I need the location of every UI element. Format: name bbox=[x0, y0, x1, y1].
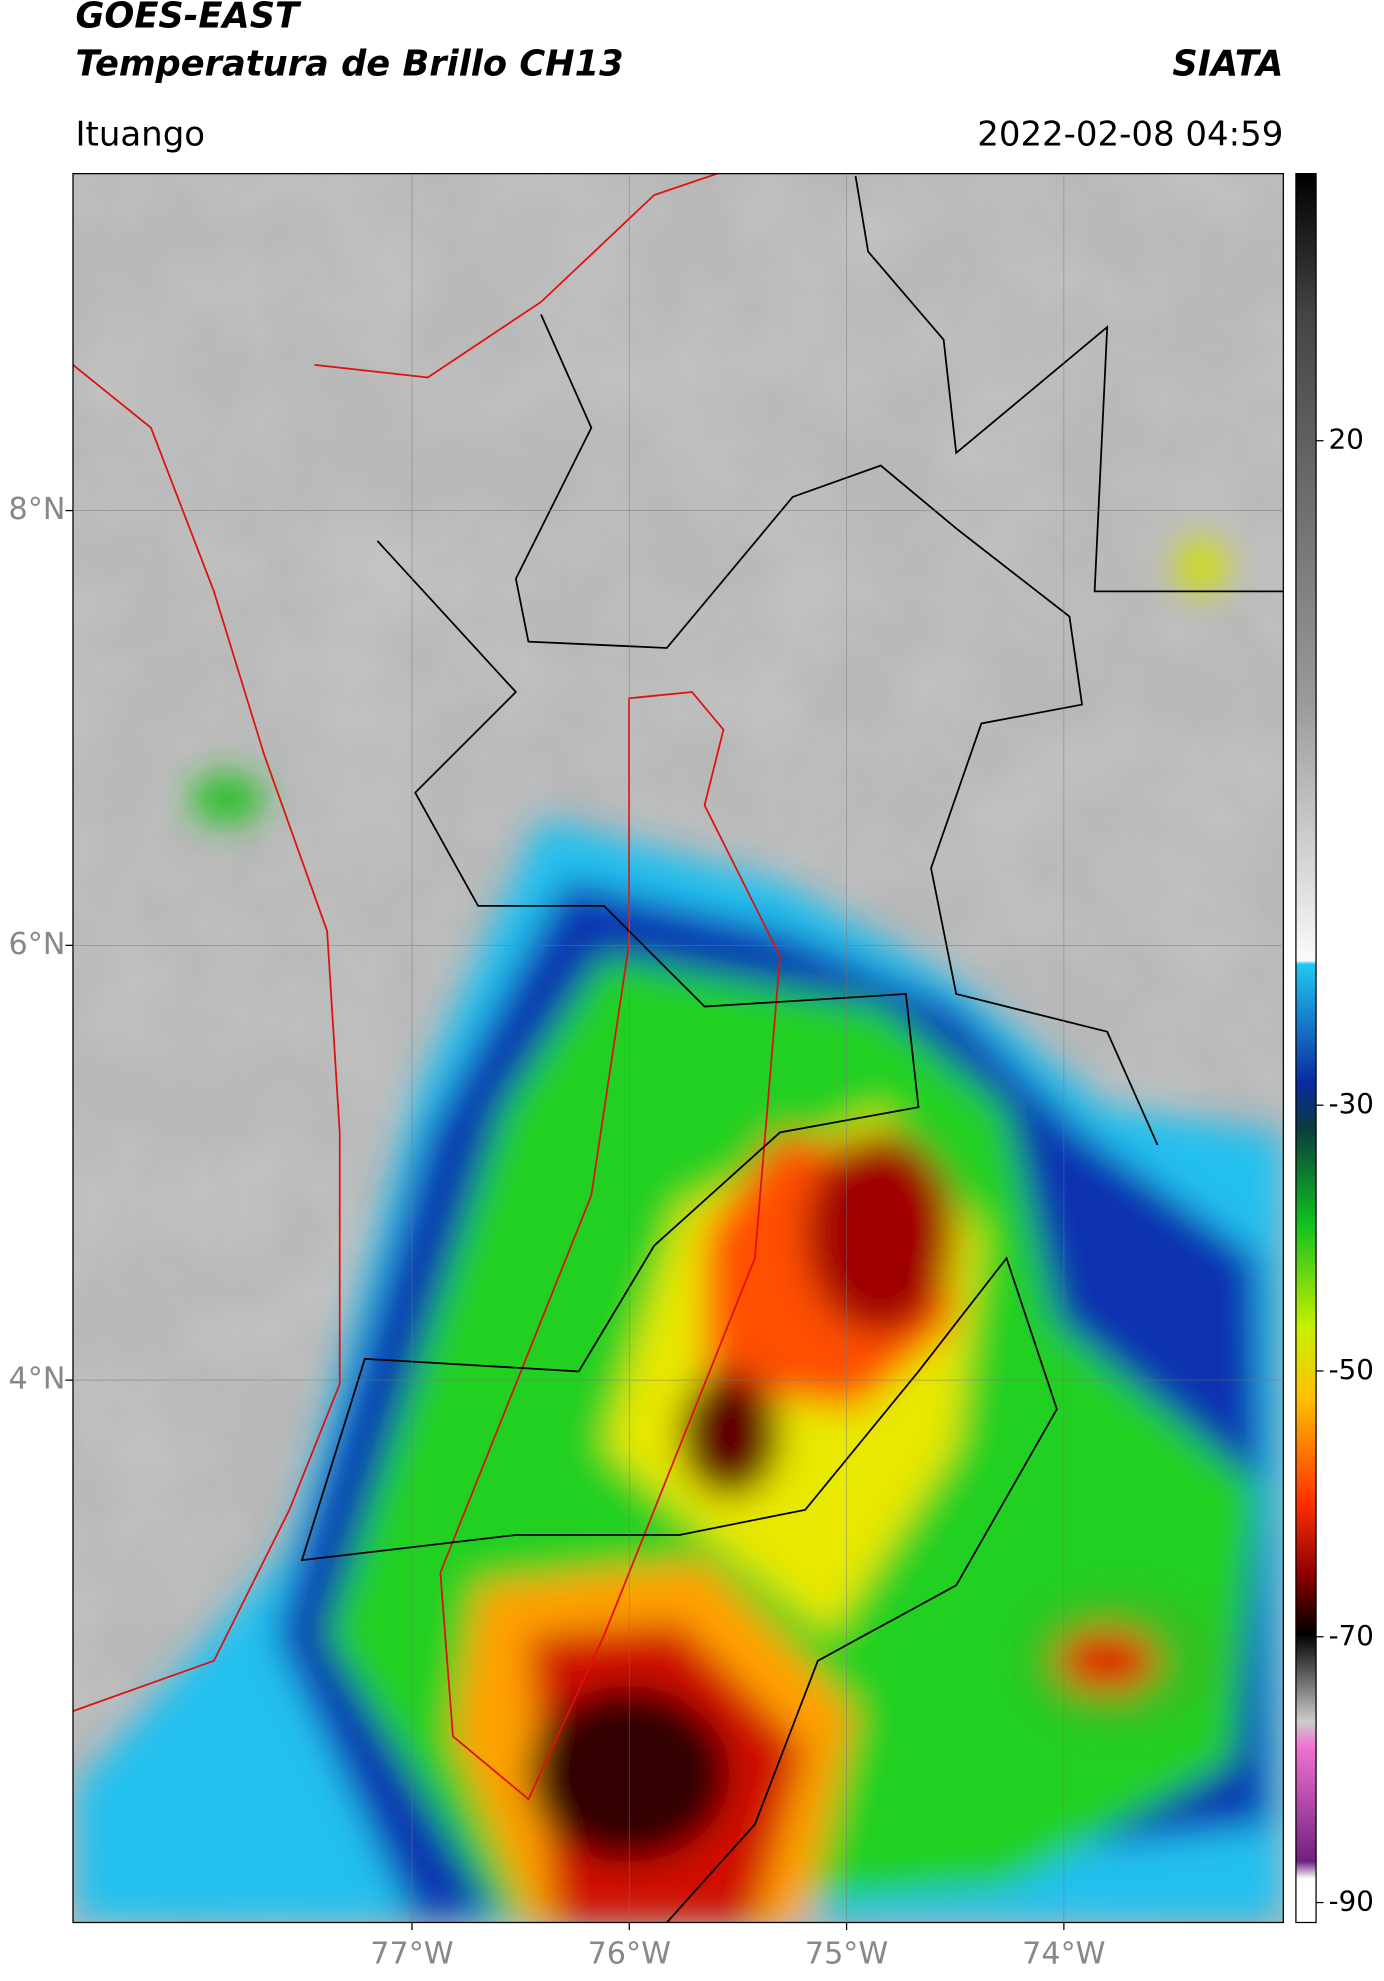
map-image bbox=[72, 173, 1284, 1923]
y-tick-label: 6°N bbox=[9, 927, 66, 962]
colorbar-tick-label: -90 bbox=[1329, 1885, 1374, 1918]
colorbar-tick-label: -50 bbox=[1329, 1353, 1374, 1386]
subtitle: Temperatura de Brillo CH13 bbox=[75, 43, 623, 84]
colorbar-tick-label: 20 bbox=[1329, 423, 1364, 456]
x-tick-label: 75°W bbox=[805, 1937, 888, 1972]
x-tick-label: 74°W bbox=[1022, 1937, 1105, 1972]
region: Ituango bbox=[75, 114, 205, 154]
colorbar-tick-label: -70 bbox=[1329, 1619, 1374, 1652]
title: GOES-EAST bbox=[75, 0, 302, 37]
map-frame bbox=[72, 172, 1284, 1924]
x-tick-label: 76°W bbox=[588, 1937, 671, 1972]
colorbar-tick-label: -30 bbox=[1329, 1087, 1374, 1120]
x-tick-label: 77°W bbox=[370, 1937, 453, 1972]
y-tick-label: 4°N bbox=[9, 1362, 66, 1397]
y-tick-label: 8°N bbox=[9, 492, 66, 527]
datetime: 2022-02-08 04:59 bbox=[977, 114, 1283, 154]
agency: SIATA bbox=[1172, 43, 1283, 84]
colorbar bbox=[1295, 172, 1317, 1924]
